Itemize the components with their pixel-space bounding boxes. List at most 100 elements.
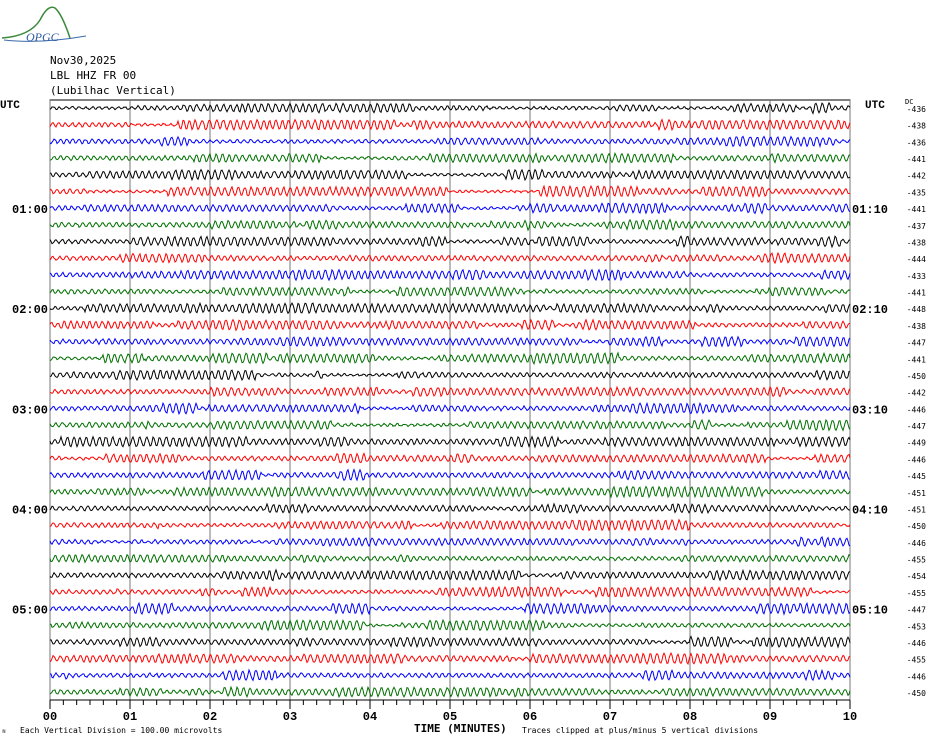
corner-mark: ≋ — [2, 728, 6, 735]
seismic-trace — [49, 218, 851, 232]
seismic-trace — [49, 118, 851, 132]
seismic-trace — [49, 685, 851, 699]
seismic-trace — [49, 368, 851, 382]
seismic-trace — [49, 351, 851, 366]
dc-label: DC — [905, 98, 914, 106]
seismic-trace — [49, 435, 851, 449]
dc-offset-label: -444 — [907, 255, 926, 264]
seismic-trace — [49, 601, 851, 616]
x-tick-label: 10 — [843, 710, 857, 724]
logo: OPGC — [1, 6, 87, 44]
seismic-trace — [49, 668, 851, 682]
x-tick-label: 01 — [123, 710, 137, 724]
dc-offset-label: -455 — [907, 589, 926, 598]
right-time-label: 01:10 — [852, 203, 888, 217]
dc-offset-label: -438 — [907, 238, 926, 247]
seismic-trace — [49, 385, 851, 398]
x-tick-label: 03 — [283, 710, 297, 724]
right-time-label: 05:10 — [852, 604, 888, 618]
seismic-trace — [49, 286, 851, 298]
dc-offset-label: -449 — [907, 439, 926, 448]
x-tick-label: 04 — [363, 710, 377, 724]
x-tick-label: 09 — [763, 710, 777, 724]
dc-offset-label: -441 — [907, 289, 926, 298]
seismic-trace — [49, 568, 851, 582]
dc-offset-label: -445 — [907, 472, 926, 481]
dc-offset-label: -438 — [907, 122, 926, 131]
seismic-trace — [49, 168, 851, 182]
dc-offset-label: -442 — [907, 389, 926, 398]
seismic-trace — [49, 335, 851, 348]
seismic-trace — [49, 202, 851, 215]
dc-offset-label: -438 — [907, 322, 926, 331]
dc-offset-label: -446 — [907, 539, 926, 548]
seismic-trace — [49, 301, 851, 315]
left-time-label: 04:00 — [12, 503, 48, 517]
seismic-trace — [49, 585, 850, 599]
seismic-trace — [49, 184, 851, 199]
dc-offset-label: -442 — [907, 172, 926, 181]
seismic-trace — [49, 251, 851, 265]
x-tick-label: 05 — [443, 710, 457, 724]
seismic-trace — [49, 553, 851, 564]
seismic-trace — [49, 152, 851, 164]
dc-offset-label: -446 — [907, 639, 926, 648]
seismic-trace — [49, 618, 851, 633]
dc-offset-label: -454 — [907, 572, 926, 581]
dc-offset-label: -436 — [907, 105, 926, 114]
left-time-label: 05:00 — [12, 604, 48, 618]
seismic-trace — [49, 318, 851, 332]
x-tick-label: 06 — [523, 710, 537, 724]
dc-offset-label: -447 — [907, 339, 926, 348]
dc-offset-label: -451 — [907, 505, 926, 514]
dc-offset-label: -433 — [907, 272, 926, 281]
dc-offset-label: -447 — [907, 422, 926, 431]
left-time-label: 03:00 — [12, 403, 48, 417]
seismic-trace — [49, 651, 851, 666]
right-time-label: 03:10 — [852, 403, 888, 417]
dc-offset-label: -455 — [907, 656, 926, 665]
seismic-trace — [49, 401, 851, 416]
seismic-trace — [49, 135, 851, 149]
dc-offset-label: -448 — [907, 305, 926, 314]
right-time-label: 02:10 — [852, 303, 888, 317]
seismic-trace — [49, 418, 851, 432]
dc-offset-label: -453 — [907, 622, 926, 631]
date: Nov30,2025 — [50, 54, 117, 67]
dc-offset-label: -436 — [907, 138, 926, 147]
seismic-trace — [49, 485, 851, 499]
seismic-trace — [49, 452, 851, 465]
svg-text:OPGC: OPGC — [26, 30, 60, 44]
seismic-trace — [49, 468, 851, 482]
dc-offset-label: -441 — [907, 155, 926, 164]
x-axis-title: TIME (MINUTES) — [414, 722, 507, 735]
dc-offset-label: -447 — [907, 606, 926, 615]
seismic-trace — [49, 268, 851, 282]
dc-offset-label: -450 — [907, 522, 926, 531]
dc-offset-label: -446 — [907, 455, 926, 464]
seismic-trace — [49, 536, 851, 548]
scale-note: Each Vertical Division = 100.00 microvol… — [20, 726, 223, 735]
x-tick-label: 08 — [683, 710, 697, 724]
dc-offset-label: -455 — [907, 556, 926, 565]
dc-offset-label: -437 — [907, 222, 926, 231]
dc-offset-label: -451 — [907, 489, 926, 498]
left-time-label: 01:00 — [12, 203, 48, 217]
right-utc-label: UTC — [865, 100, 885, 112]
dc-offset-label: -450 — [907, 372, 926, 381]
seismic-trace — [49, 635, 851, 649]
seismic-trace — [49, 101, 851, 115]
seismic-trace — [49, 502, 851, 515]
station: LBL HHZ FR 00 — [50, 69, 137, 82]
x-tick-label: 02 — [203, 710, 217, 724]
left-time-label: 02:00 — [12, 303, 48, 317]
dc-offset-label: -446 — [907, 672, 926, 681]
seismic-trace — [49, 235, 851, 249]
dc-offset-label: -450 — [907, 689, 926, 698]
clip-note: Traces clipped at plus/minus 5 vertical … — [522, 726, 759, 735]
dc-offset-label: -446 — [907, 405, 926, 414]
x-tick-label: 07 — [603, 710, 617, 724]
dc-offset-label: -441 — [907, 205, 926, 214]
left-utc-label: UTC — [0, 100, 20, 112]
